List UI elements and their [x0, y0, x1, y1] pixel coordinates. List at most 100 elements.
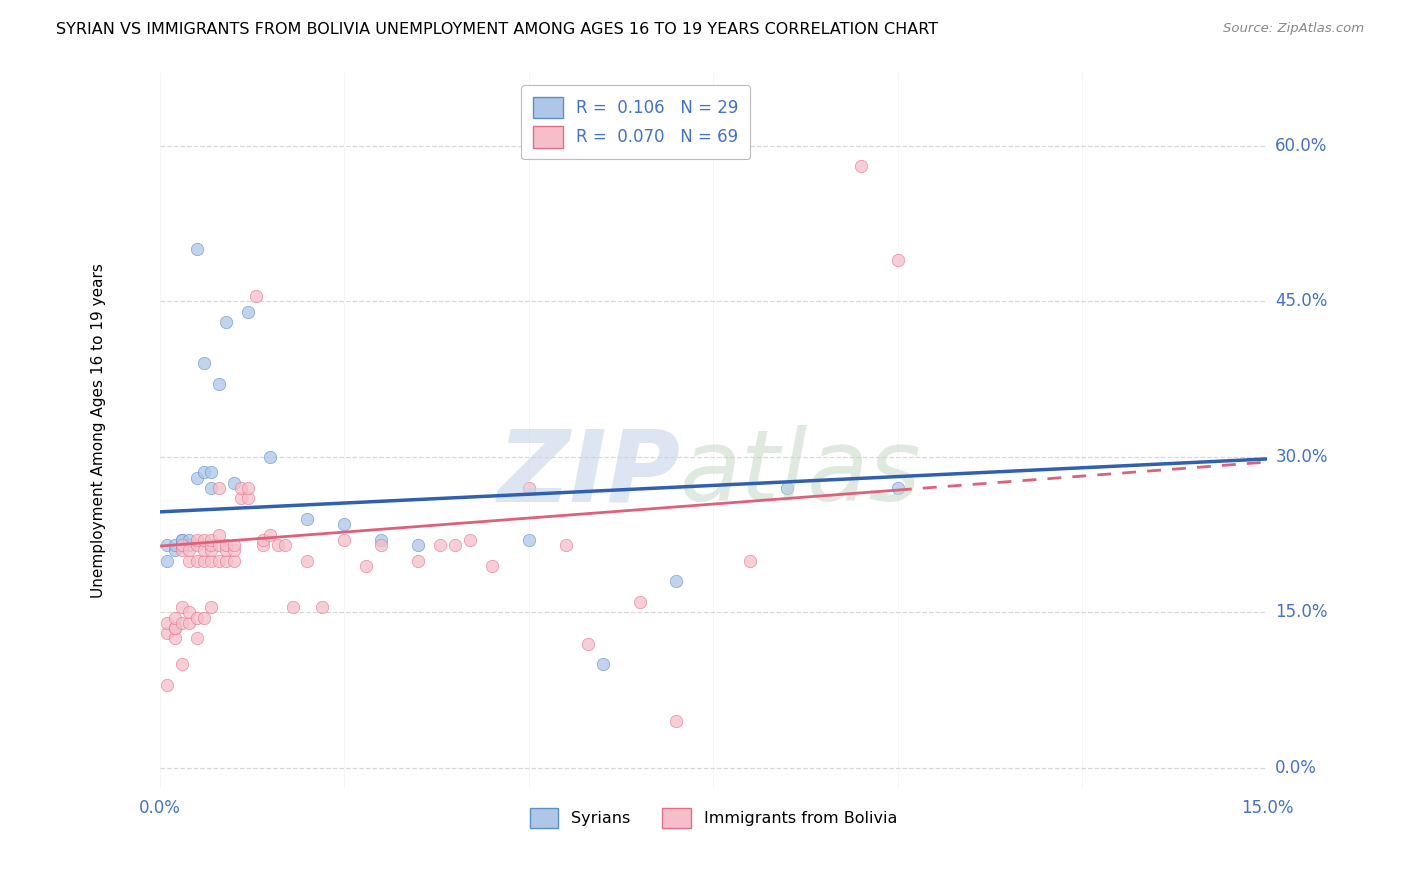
- Point: [370, 533, 392, 547]
- Point: [215, 543, 238, 558]
- Point: [170, 615, 193, 630]
- Point: [481, 558, 503, 573]
- Point: [444, 538, 467, 552]
- Point: [665, 574, 688, 589]
- Point: [429, 538, 451, 552]
- Point: [170, 538, 193, 552]
- Point: [170, 533, 193, 547]
- Point: [229, 491, 252, 506]
- Point: [179, 538, 201, 552]
- Point: [200, 533, 222, 547]
- Text: 15.0%: 15.0%: [1240, 798, 1294, 817]
- Point: [200, 466, 222, 480]
- Point: [179, 553, 201, 567]
- Point: [628, 595, 651, 609]
- Point: [156, 678, 179, 692]
- Text: 45.0%: 45.0%: [1275, 293, 1327, 310]
- Point: [665, 714, 688, 729]
- Point: [200, 553, 222, 567]
- Point: [576, 637, 599, 651]
- Point: [222, 553, 245, 567]
- Point: [297, 512, 319, 526]
- Point: [193, 610, 215, 624]
- Text: 0.0%: 0.0%: [1275, 759, 1317, 777]
- Point: [193, 466, 215, 480]
- Point: [259, 450, 281, 464]
- Point: [311, 600, 333, 615]
- Text: atlas: atlas: [681, 425, 922, 523]
- Point: [333, 533, 356, 547]
- Point: [238, 304, 260, 318]
- Point: [156, 626, 179, 640]
- Point: [592, 657, 614, 672]
- Point: [156, 553, 179, 567]
- Point: [193, 543, 215, 558]
- Point: [406, 553, 429, 567]
- Point: [163, 621, 186, 635]
- Point: [208, 377, 231, 392]
- Point: [163, 632, 186, 646]
- Point: [208, 538, 231, 552]
- Point: [252, 538, 274, 552]
- Point: [229, 481, 252, 495]
- Text: Unemployment Among Ages 16 to 19 years: Unemployment Among Ages 16 to 19 years: [91, 263, 107, 599]
- Point: [179, 533, 201, 547]
- Point: [186, 538, 208, 552]
- Point: [222, 538, 245, 552]
- Text: Source: ZipAtlas.com: Source: ZipAtlas.com: [1223, 22, 1364, 36]
- Legend: Syrians, Immigrants from Bolivia: Syrians, Immigrants from Bolivia: [523, 801, 904, 835]
- Text: SYRIAN VS IMMIGRANTS FROM BOLIVIA UNEMPLOYMENT AMONG AGES 16 TO 19 YEARS CORRELA: SYRIAN VS IMMIGRANTS FROM BOLIVIA UNEMPL…: [56, 22, 938, 37]
- Point: [200, 481, 222, 495]
- Point: [776, 481, 799, 495]
- Point: [887, 252, 910, 267]
- Point: [356, 558, 378, 573]
- Point: [200, 543, 222, 558]
- Point: [222, 543, 245, 558]
- Point: [274, 538, 297, 552]
- Point: [179, 606, 201, 620]
- Point: [186, 470, 208, 484]
- Point: [170, 543, 193, 558]
- Point: [186, 533, 208, 547]
- Point: [156, 615, 179, 630]
- Point: [186, 243, 208, 257]
- Text: 15.0%: 15.0%: [1275, 604, 1327, 622]
- Point: [179, 543, 201, 558]
- Point: [245, 289, 267, 303]
- Point: [554, 538, 576, 552]
- Text: ZIP: ZIP: [498, 425, 681, 523]
- Point: [156, 538, 179, 552]
- Point: [208, 553, 231, 567]
- Point: [186, 610, 208, 624]
- Text: 60.0%: 60.0%: [1275, 136, 1327, 154]
- Point: [208, 481, 231, 495]
- Point: [297, 553, 319, 567]
- Point: [193, 533, 215, 547]
- Point: [186, 632, 208, 646]
- Point: [333, 517, 356, 532]
- Point: [163, 610, 186, 624]
- Point: [267, 538, 290, 552]
- Point: [458, 533, 481, 547]
- Point: [222, 475, 245, 490]
- Point: [163, 543, 186, 558]
- Point: [215, 553, 238, 567]
- Text: 0.0%: 0.0%: [139, 798, 181, 817]
- Point: [238, 491, 260, 506]
- Point: [849, 159, 872, 173]
- Point: [163, 538, 186, 552]
- Point: [281, 600, 304, 615]
- Point: [170, 657, 193, 672]
- Point: [193, 356, 215, 370]
- Point: [186, 553, 208, 567]
- Point: [740, 553, 762, 567]
- Point: [259, 527, 281, 541]
- Point: [170, 533, 193, 547]
- Point: [887, 481, 910, 495]
- Point: [252, 533, 274, 547]
- Point: [208, 527, 231, 541]
- Point: [179, 615, 201, 630]
- Point: [170, 538, 193, 552]
- Point: [215, 315, 238, 329]
- Point: [163, 621, 186, 635]
